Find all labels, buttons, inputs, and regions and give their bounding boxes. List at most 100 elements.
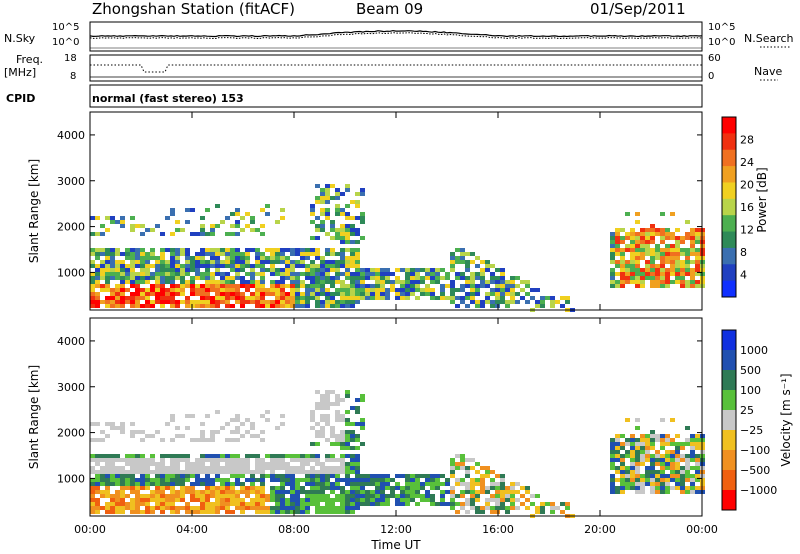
power-cell — [315, 264, 320, 268]
power-ytick-label: 1000 — [57, 266, 85, 279]
nsky-panel — [89, 21, 703, 52]
power-cell — [260, 224, 265, 228]
power-cell — [370, 288, 375, 292]
velocity-cell — [330, 442, 335, 446]
velocity-cell — [485, 502, 490, 506]
power-cell — [405, 268, 410, 272]
velocity-cell — [480, 486, 485, 490]
power-cell — [145, 260, 150, 264]
velocity-cell — [195, 438, 200, 442]
velocity-cell — [265, 494, 270, 498]
velocity-cell — [620, 466, 625, 470]
power-cell — [670, 236, 675, 240]
power-cell — [100, 276, 105, 280]
power-cell — [275, 268, 280, 272]
power-cell — [90, 300, 95, 304]
power-cell — [670, 272, 675, 276]
power-cell — [375, 296, 380, 300]
velocity-cell — [195, 466, 200, 470]
power-cell — [310, 260, 315, 264]
power-cell — [510, 280, 515, 284]
velocity-cell — [440, 482, 445, 486]
velocity-cell — [485, 466, 490, 470]
velocity-cell — [110, 422, 115, 426]
velocity-cell — [355, 454, 360, 458]
velocity-cell — [250, 474, 255, 478]
power-cell — [655, 280, 660, 284]
velocity-cell — [100, 490, 105, 494]
power-cell — [680, 252, 685, 256]
velocity-cell — [285, 506, 290, 510]
power-cell — [125, 280, 130, 284]
power-cell — [140, 272, 145, 276]
power-cell — [300, 296, 305, 300]
velocity-cell — [370, 478, 375, 482]
power-colorbar-tick: 20 — [740, 179, 754, 192]
velocity-cell — [265, 410, 270, 414]
power-cell — [255, 264, 260, 268]
velocity-cell — [415, 482, 420, 486]
velocity-cell — [690, 474, 695, 478]
power-cell — [470, 284, 475, 288]
power-cell — [260, 252, 265, 256]
velocity-cell — [385, 498, 390, 502]
power-cell — [100, 232, 105, 236]
velocity-cell — [115, 474, 120, 478]
power-cell — [615, 244, 620, 248]
power-cell — [230, 276, 235, 280]
velocity-cell — [490, 486, 495, 490]
power-cell — [695, 256, 700, 260]
velocity-cell — [475, 498, 480, 502]
power-cell — [550, 304, 555, 308]
power-cell — [485, 300, 490, 304]
power-cell — [155, 224, 160, 228]
power-cell — [95, 284, 100, 288]
power-cell — [210, 248, 215, 252]
velocity-cell — [310, 486, 315, 490]
velocity-cell — [370, 482, 375, 486]
power-cell — [245, 296, 250, 300]
velocity-cell — [205, 502, 210, 506]
power-cell — [630, 252, 635, 256]
power-cell — [230, 260, 235, 264]
velocity-cell — [320, 430, 325, 434]
velocity-cell — [125, 462, 130, 466]
velocity-cell — [290, 506, 295, 510]
velocity-cell — [110, 462, 115, 466]
velocity-cell — [190, 466, 195, 470]
power-cell — [175, 304, 180, 308]
velocity-cell — [650, 438, 655, 442]
velocity-cell — [660, 470, 665, 474]
velocity-cell — [355, 494, 360, 498]
power-cell — [150, 288, 155, 292]
velocity-cell — [100, 454, 105, 458]
power-cell — [335, 304, 340, 308]
power-cell — [685, 252, 690, 256]
velocity-cell — [470, 458, 475, 462]
power-cell — [230, 212, 235, 216]
power-cell — [90, 284, 95, 288]
velocity-cell — [370, 474, 375, 478]
power-cell — [625, 244, 630, 248]
velocity-cell — [285, 462, 290, 466]
velocity-cell — [275, 498, 280, 502]
velocity-cell — [460, 458, 465, 462]
velocity-cell — [260, 490, 265, 494]
velocity-cell — [625, 478, 630, 482]
velocity-cell — [355, 486, 360, 490]
power-cell — [90, 264, 95, 268]
velocity-cell — [565, 502, 570, 506]
velocity-cell — [355, 462, 360, 466]
power-cell — [445, 272, 450, 276]
velocity-cell — [620, 482, 625, 486]
velocity-cell — [360, 498, 365, 502]
power-cell — [310, 212, 315, 216]
power-cell — [205, 232, 210, 236]
velocity-cell — [450, 498, 455, 502]
velocity-cell — [255, 494, 260, 498]
velocity-cell — [265, 474, 270, 478]
velocity-cell — [505, 494, 510, 498]
power-cell — [220, 292, 225, 296]
power-cell — [100, 300, 105, 304]
power-cell — [620, 260, 625, 264]
